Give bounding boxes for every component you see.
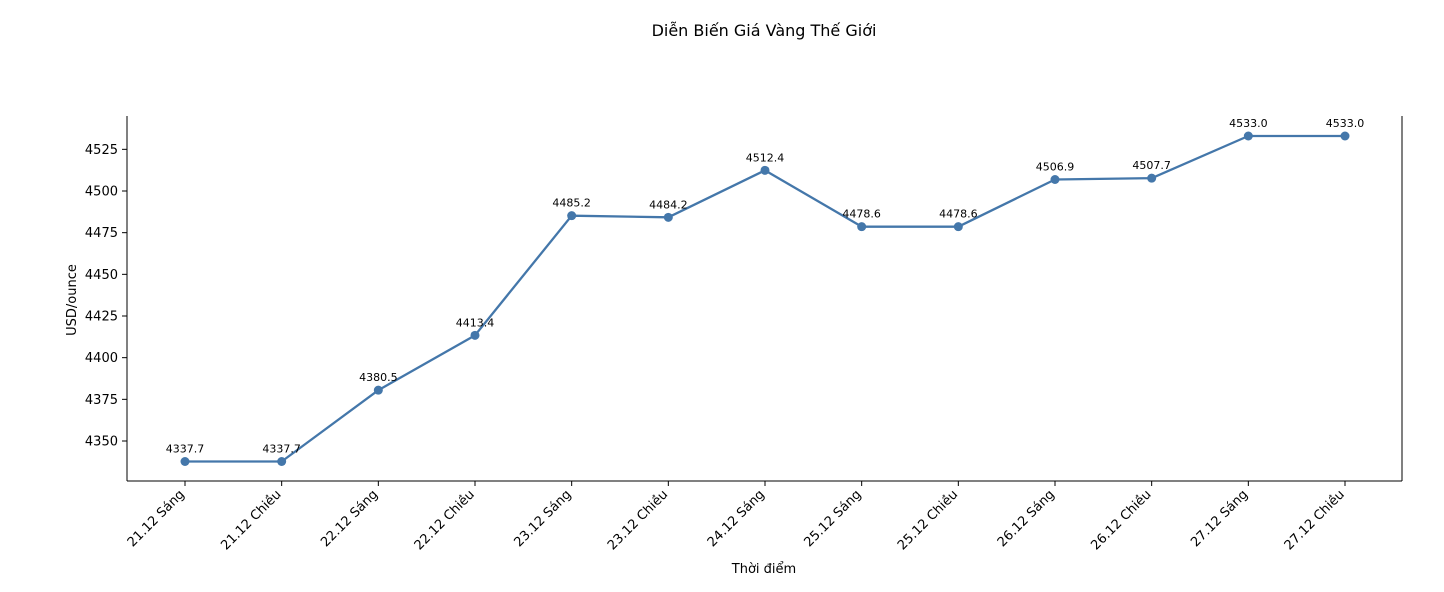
data-point [180,457,190,466]
data-label: 4413.4 [456,316,495,329]
x-tick-label: 26.12 Sáng [995,487,1058,550]
data-label: 4380.5 [359,371,398,384]
chart-title: Diễn Biến Giá Vàng Thế Giới [652,21,877,40]
y-tick-label: 4500 [85,185,118,200]
x-tick-label: 23.12 Sáng [512,487,575,550]
y-axis-label: USD/ounce [65,264,80,336]
data-label: 4512.4 [746,151,785,164]
data-point [470,330,480,340]
data-point [663,212,673,222]
x-tick-label: 27.12 Sáng [1188,487,1251,550]
data-label: 4484.2 [649,198,688,211]
data-label: 4478.6 [842,208,881,221]
data-label: 4337.7 [262,443,301,456]
data-point [1050,175,1060,184]
data-point [857,222,867,232]
y-tick-label: 4350 [85,435,118,450]
x-tick-label: 21.12 Sáng [125,487,188,550]
data-point [277,457,287,466]
x-tick-label: 25.12 Chiều [895,487,961,553]
data-label: 4507.7 [1132,159,1171,172]
x-tick-label: 22.12 Sáng [318,487,381,550]
y-tick-label: 4475 [85,226,118,241]
data-labels: 4337.7 4337.7 4380.5 4413.4 4485.2 4484.2 4512… [166,117,1365,456]
x-tick-label: 23.12 Chiều [605,487,671,553]
x-tick-label: 21.12 Chiều [218,487,284,553]
data-point [1340,131,1350,141]
x-tick-label: 25.12 Sáng [802,487,865,550]
data-label: 4506.9 [1036,161,1075,174]
series-gold-price [180,131,1350,466]
x-axis-label: Thời điểm [731,562,796,577]
y-tick-label: 4525 [85,143,118,158]
y-tick-label: 4400 [85,351,118,366]
data-point [953,222,963,232]
y-axis-ticks: 4350 4375 4400 4425 4450 4475 4500 4525 [85,143,127,450]
x-axis-ticks: 21.12 Sáng 21.12 Chiều 22.12 Sáng 22.12 Chi… [125,481,1348,553]
x-tick-label: 24.12 Sáng [705,487,768,550]
data-point [373,385,383,395]
data-point [567,211,577,221]
series-line [185,134,1345,463]
y-tick-label: 4425 [85,310,118,325]
x-tick-label: 27.12 Chiều [1282,487,1348,553]
data-label: 4533.0 [1229,117,1268,130]
y-tick-label: 4450 [85,268,118,283]
data-point [1147,173,1157,183]
data-label: 4533.0 [1326,117,1365,130]
data-label: 4478.6 [939,208,978,221]
data-point [760,165,770,175]
data-point [1243,131,1253,141]
data-label: 4337.7 [166,443,205,456]
y-tick-label: 4375 [85,393,118,408]
data-label: 4485.2 [552,197,591,210]
x-tick-label: 26.12 Chiều [1088,487,1154,553]
x-tick-label: 22.12 Chiều [412,487,478,553]
